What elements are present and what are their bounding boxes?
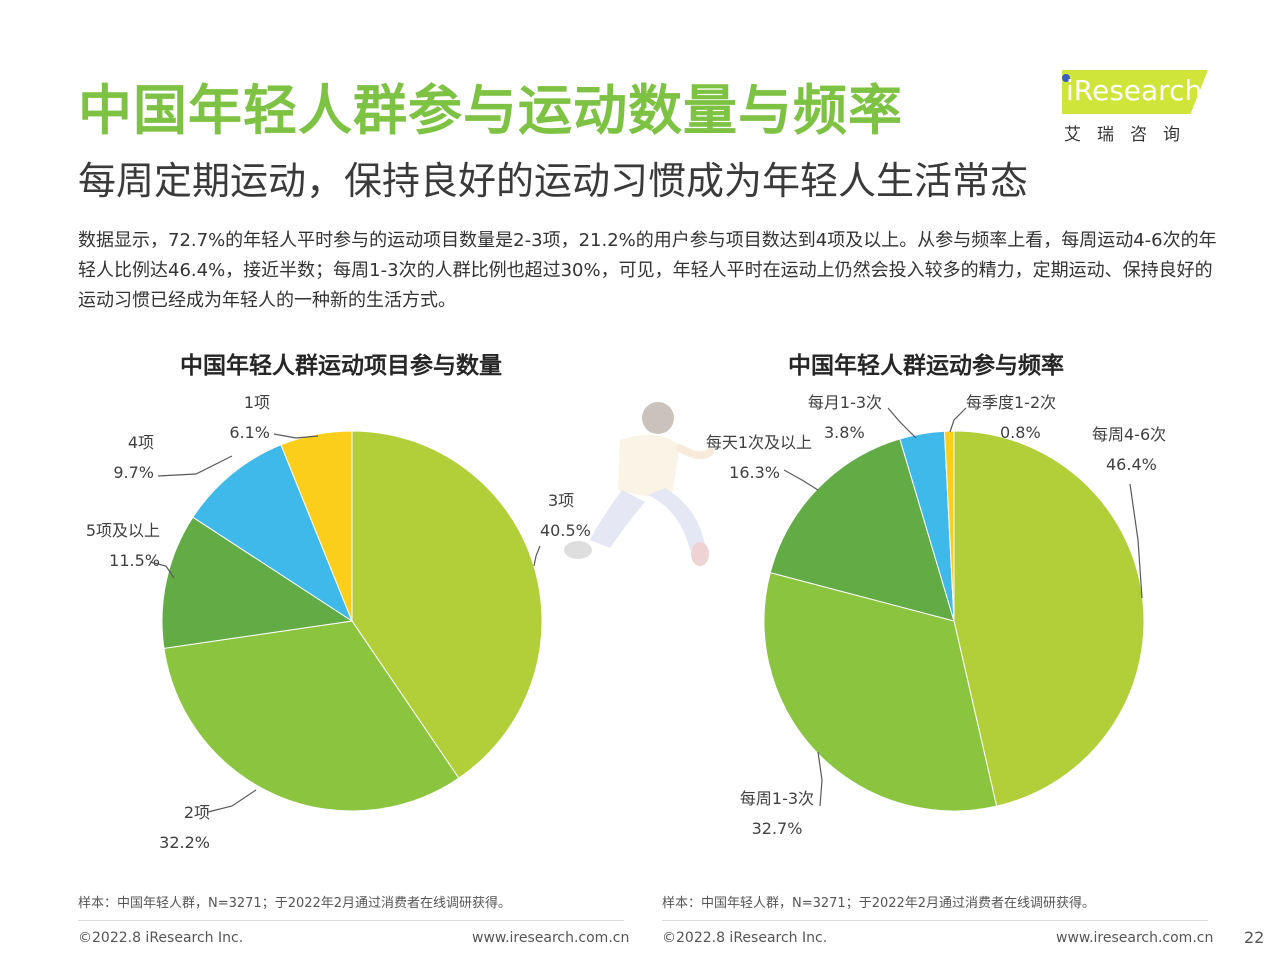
logo-dot-icon [1062, 74, 1070, 82]
runner-leg-left [590, 490, 645, 548]
logo-banner-shape [1062, 70, 1208, 114]
slice-label: 每周4-6次 [1092, 425, 1167, 444]
slice-value: 0.8% [1000, 423, 1041, 442]
sample-note-right: 样本：中国年轻人群，N=3271；于2022年2月通过消费者在线调研获得。 [662, 896, 1096, 911]
pie2-slice-1 [763, 571, 998, 812]
pie1-label-4xiang: 4项 9.7% [113, 428, 154, 488]
runner-shirt [618, 435, 680, 497]
pie1-label-1xiang: 1项 6.1% [229, 388, 270, 448]
slice-label: 2项 [183, 803, 210, 822]
pie2-slice-0 [953, 430, 1145, 807]
slice-label: 每月1-3次 [807, 393, 883, 412]
pie1-slice-0 [351, 430, 543, 779]
footer-divider-left [78, 920, 624, 921]
pie2-label-quarterly: 每季度1-2次 0.8% [966, 388, 1056, 448]
runner-arm [676, 444, 714, 460]
runner-head [642, 402, 674, 434]
pie-chart-sport-count [161, 430, 543, 812]
slice-label: 4项 [127, 433, 154, 452]
pie2-slice-4 [943, 430, 955, 622]
leader-quarterly [949, 407, 967, 433]
slice-label: 每季度1-2次 [966, 393, 1057, 412]
footer-divider-right [662, 920, 1208, 921]
sample-note-left: 样本：中国年轻人群，N=3271；于2022年2月通过消费者在线调研获得。 [78, 896, 512, 911]
pie1-slice-2 [161, 516, 354, 649]
page-number: 22 [1244, 928, 1265, 947]
slice-value: 6.1% [229, 423, 270, 442]
leader-weekly-4-6 [1129, 483, 1143, 599]
leader-5xiang [149, 561, 175, 579]
footer-url-right[interactable]: www.iresearch.com.cn [1056, 930, 1214, 946]
footer-copyright-left: ©2022.8 iResearch Inc. [78, 930, 244, 946]
runner-shoe-right [691, 542, 709, 566]
leader-1xiang [273, 433, 319, 439]
pie2-label-monthly: 每月1-3次 3.8% [800, 388, 890, 448]
pie1-slice-1 [163, 620, 460, 812]
slice-value: 40.5% [540, 521, 591, 540]
slice-value: 11.5% [109, 551, 160, 570]
slice-value: 9.7% [113, 463, 154, 482]
runner-illustration [564, 402, 714, 566]
summary-paragraph: 数据显示，72.7%的年轻人平时参与的运动项目数量是2-3项，21.2%的用户参… [78, 230, 1217, 311]
slice-label: 1项 [243, 393, 270, 412]
leader-4xiang [157, 455, 233, 477]
leader-daily [783, 469, 819, 491]
leader-2xiang [207, 789, 257, 813]
logo-text: iResearch [1066, 74, 1203, 107]
slice-value: 3.8% [824, 423, 865, 442]
iresearch-logo: iResearch 艾瑞咨询 [1048, 66, 1218, 146]
slice-value: 32.2% [159, 833, 210, 852]
leader-3xiang [533, 545, 541, 567]
runner-shoe-left [564, 541, 592, 559]
slice-label: 每天1次及以上 [705, 433, 812, 452]
pie-chart-sport-frequency [763, 430, 1145, 812]
slice-value: 16.3% [729, 463, 780, 482]
page-subtitle: 每周定期运动，保持良好的运动习惯成为年轻人生活常态 [78, 159, 1029, 203]
footer-copyright-right: ©2022.8 iResearch Inc. [662, 930, 828, 946]
slice-label: 每周1-3次 [739, 789, 815, 808]
pie1-label-3xiang: 3项 40.5% [540, 486, 591, 546]
chart-1-title: 中国年轻人群运动项目参与数量 [180, 353, 502, 379]
pie2-label-weekly-4-6: 每周4-6次 46.4% [1092, 420, 1166, 480]
slice-label: 5项及以上 [85, 521, 160, 540]
pie1-slice-4 [280, 430, 353, 622]
logo-subtitle: 艾瑞咨询 [1064, 125, 1196, 145]
slice-value: 32.7% [751, 819, 803, 838]
pie1-label-2xiang: 2项 32.2% [159, 798, 210, 858]
slice-value: 46.4% [1106, 455, 1157, 474]
runner-leg-right [648, 488, 705, 550]
leader-weekly-1-3 [817, 751, 823, 807]
chart-2-title: 中国年轻人群运动参与频率 [788, 353, 1064, 379]
footer-url-left[interactable]: www.iresearch.com.cn [472, 930, 630, 946]
pie2-slice-2 [769, 438, 955, 622]
leader-monthly [887, 407, 917, 439]
pie2-label-daily: 每天1次及以上 16.3% [706, 428, 812, 488]
page-title: 中国年轻人群参与运动数量与频率 [78, 79, 903, 142]
pie1-label-5xiang: 5项及以上 11.5% [86, 516, 160, 576]
pie2-label-weekly-1-3: 每周1-3次 32.7% [730, 784, 824, 844]
slice-label: 3项 [548, 491, 575, 510]
pie1-slice-3 [192, 444, 354, 623]
